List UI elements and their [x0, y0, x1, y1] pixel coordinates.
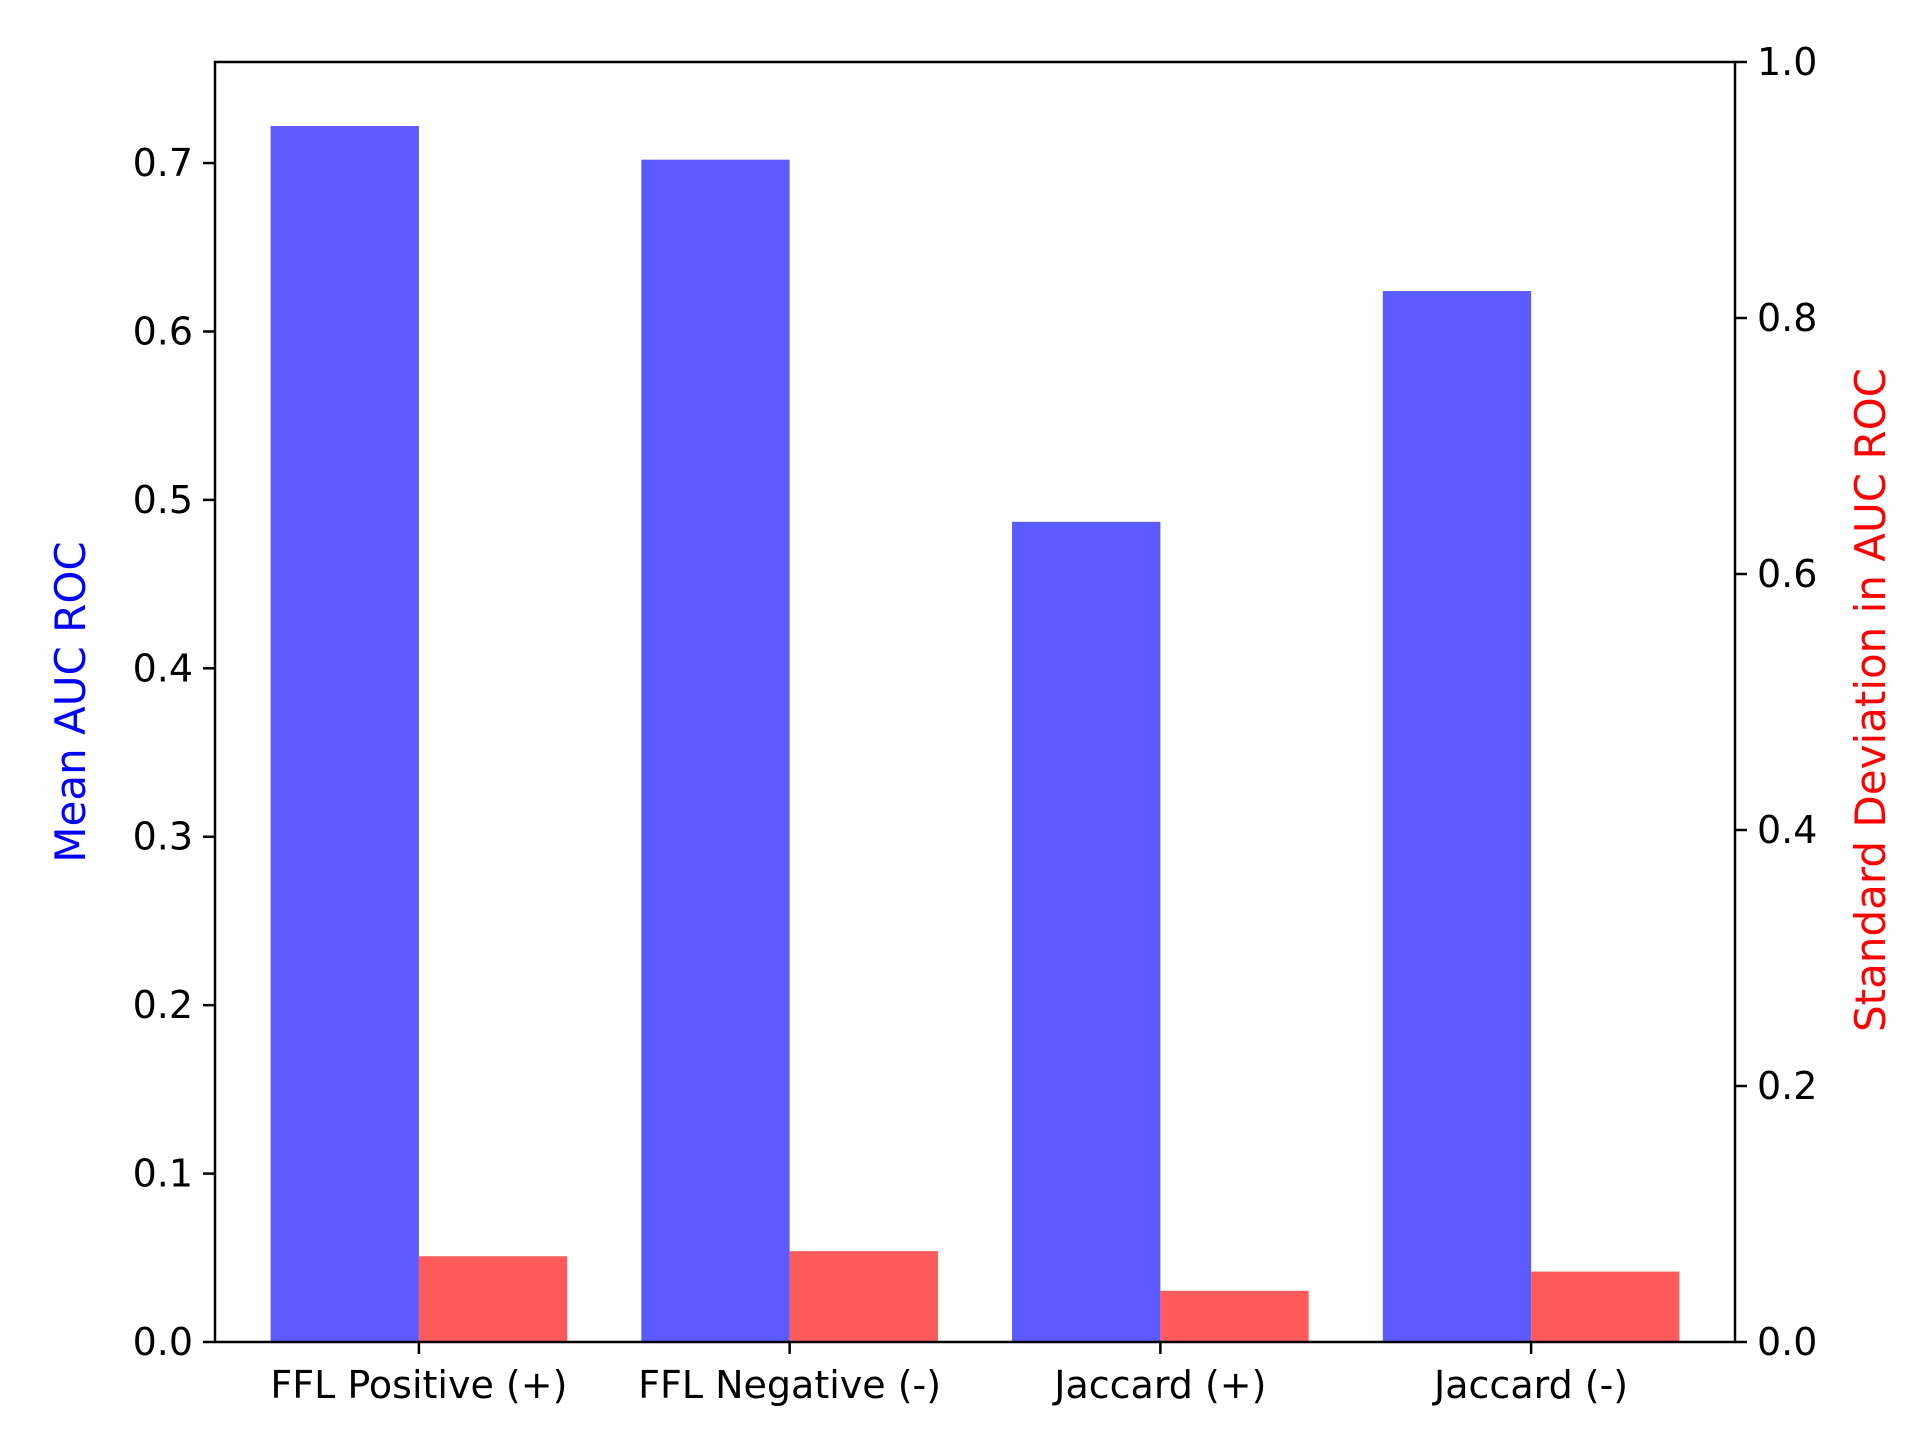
- mean-bar-2: [641, 159, 790, 1342]
- right-tick-label: 1.0: [1757, 40, 1817, 84]
- bars-group: [270, 126, 1680, 1343]
- std-bar-2: [789, 1251, 938, 1342]
- right-tick-label: 0.0: [1757, 1320, 1817, 1364]
- left-tick-label: 0.1: [133, 1152, 193, 1196]
- right-tick-label: 0.6: [1757, 552, 1817, 596]
- right-tick-label: 0.2: [1757, 1064, 1817, 1108]
- std-bar-4: [1531, 1271, 1680, 1342]
- left-tick-label: 0.5: [133, 478, 193, 522]
- right-tick-label: 0.8: [1757, 296, 1817, 340]
- plot-frame: [213, 60, 1737, 1344]
- right-axis-ticks: 0.0 0.2 0.4 0.6 0.8 1.0: [1735, 40, 1817, 1364]
- x-tick-label: Jaccard (-): [1432, 1363, 1628, 1407]
- left-tick-label: 0.4: [133, 646, 193, 690]
- left-tick-label: 0.3: [133, 815, 193, 859]
- std-bar-3: [1160, 1290, 1309, 1342]
- left-tick-label: 0.2: [133, 983, 193, 1027]
- x-tick-label: Jaccard (+): [1052, 1363, 1266, 1407]
- std-bar-1: [418, 1256, 568, 1342]
- right-tick-label: 0.4: [1757, 808, 1817, 852]
- left-tick-label: 0.0: [133, 1320, 193, 1364]
- x-tick-label: FFL Positive (+): [270, 1363, 567, 1407]
- left-axis-title: Mean AUC ROC: [46, 541, 95, 863]
- mean-bar-4: [1382, 291, 1532, 1343]
- left-axis-ticks: 0.0 0.1 0.2 0.3 0.4 0.5 0.6 0.7: [133, 141, 215, 1364]
- mean-bar-3: [1012, 521, 1161, 1342]
- left-tick-label: 0.6: [133, 309, 193, 353]
- x-tick-label: FFL Negative (-): [638, 1363, 941, 1407]
- right-axis-title: Standard Deviation in AUC ROC: [1846, 368, 1895, 1032]
- left-tick-label: 0.7: [133, 141, 193, 185]
- mean-bar-1: [270, 126, 419, 1342]
- x-axis-ticks: FFL Positive (+) FFL Negative (-) Jaccard …: [270, 1342, 1628, 1407]
